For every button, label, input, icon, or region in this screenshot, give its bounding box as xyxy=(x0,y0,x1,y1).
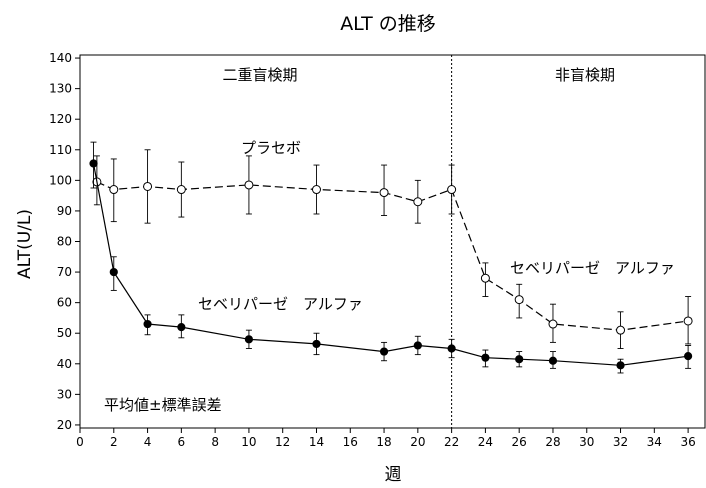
x-tick-label: 16 xyxy=(343,435,358,449)
plot-frame xyxy=(79,54,706,429)
annotation-sebelipase-double-blind: セベリパーゼ アルファ xyxy=(198,295,363,313)
series-line-sebelipase xyxy=(92,163,689,366)
y-tick-label: 30 xyxy=(57,387,72,401)
x-axis: 0 2 4 6 8 10 12 14 16 18 20 22 24 26 28 30 32 34 36 xyxy=(76,428,696,449)
x-tick-label: 30 xyxy=(579,435,594,449)
y-axis-title: ALT(U/L) xyxy=(15,209,35,279)
series-sebelipase xyxy=(89,141,693,374)
y-tick-label: 50 xyxy=(57,326,72,340)
x-tick-label: 10 xyxy=(241,435,256,449)
y-tick-label: 20 xyxy=(57,418,72,432)
data-point-sebelipase xyxy=(244,335,254,344)
series-placebo xyxy=(92,149,693,349)
annotation-mean-sem: 平均値±標準誤差 xyxy=(104,396,222,414)
data-point-sebelipase xyxy=(143,319,152,329)
x-tick-label: 32 xyxy=(613,435,628,449)
y-axis: 20 30 40 50 60 70 80 90 100 110 120 130 140 xyxy=(49,51,80,432)
data-point-sebelipase xyxy=(109,267,118,277)
y-tick-label: 40 xyxy=(57,357,72,371)
annotation-sebelipase-open-label: セベリパーゼ アルファ xyxy=(510,259,675,277)
period-label-open-label: 非盲検期 xyxy=(555,66,615,84)
x-tick-label: 8 xyxy=(211,435,219,449)
data-point-sebelipase xyxy=(447,344,456,353)
y-tick-label: 60 xyxy=(57,296,72,310)
data-point-sebelipase xyxy=(89,159,98,168)
series-line-placebo xyxy=(96,181,689,331)
x-tick-label: 18 xyxy=(376,435,391,449)
x-tick-label: 20 xyxy=(410,435,425,449)
x-tick-label: 12 xyxy=(275,435,290,449)
data-point-placebo xyxy=(616,325,626,335)
data-point-placebo xyxy=(143,181,153,191)
y-tick-label: 100 xyxy=(49,173,72,187)
data-point-sebelipase xyxy=(177,323,186,332)
data-point-placebo xyxy=(480,273,490,283)
data-point-placebo xyxy=(311,185,321,195)
series-layer xyxy=(89,141,693,374)
y-tick-label: 130 xyxy=(49,82,72,96)
y-tick-label: 70 xyxy=(57,265,72,279)
data-point-sebelipase xyxy=(684,352,693,361)
data-point-placebo xyxy=(514,295,524,305)
data-point-sebelipase xyxy=(515,355,524,364)
x-tick-label: 4 xyxy=(144,435,152,449)
chart-title: ALT の推移 xyxy=(340,13,436,35)
data-point-placebo xyxy=(447,185,457,195)
x-tick-label: 0 xyxy=(76,435,84,449)
period-label-double-blind: 二重盲検期 xyxy=(222,66,297,84)
y-tick-label: 80 xyxy=(57,235,72,249)
y-tick-label: 110 xyxy=(49,143,72,157)
data-point-placebo xyxy=(548,319,558,329)
x-tick-label: 22 xyxy=(444,435,459,449)
data-point-placebo xyxy=(683,316,693,326)
x-tick-label: 2 xyxy=(110,435,118,449)
y-tick-label: 90 xyxy=(57,204,72,218)
data-point-sebelipase xyxy=(616,361,625,370)
data-point-placebo xyxy=(109,185,119,195)
data-point-placebo xyxy=(413,197,423,207)
data-point-sebelipase xyxy=(379,347,389,356)
x-tick-label: 28 xyxy=(545,435,560,449)
x-tick-label: 24 xyxy=(478,435,493,449)
y-tick-label: 120 xyxy=(49,112,72,126)
data-point-sebelipase xyxy=(548,356,558,365)
data-point-placebo xyxy=(244,180,254,190)
x-tick-label: 6 xyxy=(178,435,186,449)
x-tick-label: 36 xyxy=(680,435,695,449)
data-point-sebelipase xyxy=(481,353,490,362)
data-point-sebelipase xyxy=(312,339,321,349)
x-tick-label: 34 xyxy=(647,435,662,449)
annotation-placebo: プラセボ xyxy=(241,139,301,157)
y-tick-label: 140 xyxy=(49,51,72,65)
data-point-sebelipase xyxy=(413,341,422,350)
x-axis-title: 週 xyxy=(385,465,402,485)
x-tick-label: 14 xyxy=(309,435,324,449)
data-point-placebo xyxy=(379,188,389,198)
data-point-placebo xyxy=(176,185,186,195)
x-tick-label: 26 xyxy=(512,435,527,449)
